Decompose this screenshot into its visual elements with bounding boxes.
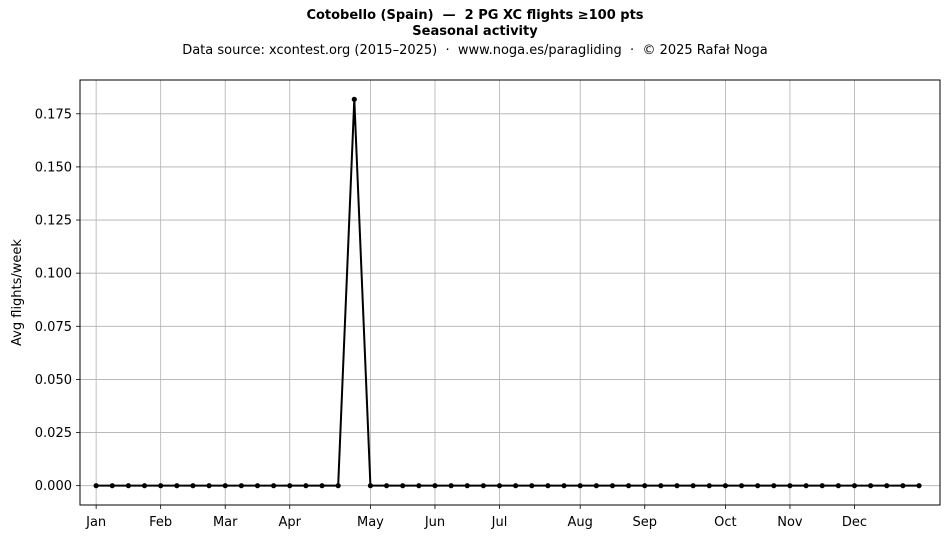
y-axis-label: Avg flights/week <box>10 239 25 346</box>
data-point <box>432 483 438 489</box>
data-point <box>496 483 503 489</box>
data-point <box>109 483 115 489</box>
series-line <box>96 98 920 487</box>
y-tick-label: 0.050 <box>35 373 72 388</box>
data-point <box>141 483 148 489</box>
y-tick-label: 0.125 <box>35 214 72 229</box>
data-point <box>674 483 680 489</box>
data-point <box>287 483 293 489</box>
data-point <box>722 483 729 489</box>
data-point <box>658 483 664 489</box>
data-point <box>125 483 132 489</box>
y-tick-label: 0.075 <box>35 320 72 335</box>
data-point <box>271 483 277 489</box>
data-point <box>851 483 858 489</box>
y-tick-label: 0.000 <box>35 479 72 494</box>
data-point <box>868 483 874 489</box>
y-tick-label: 0.150 <box>35 160 72 175</box>
data-point <box>222 483 228 489</box>
data-point <box>529 483 535 489</box>
data-point <box>400 483 406 489</box>
y-tick-label: 0.025 <box>35 426 72 441</box>
data-point <box>545 483 551 489</box>
data-point <box>238 483 244 489</box>
data-point <box>319 483 325 489</box>
x-tick-label: Mar <box>213 515 238 530</box>
plot-frame <box>79 79 941 506</box>
x-tick-label: Jan <box>85 515 106 530</box>
y-tick-label: 0.175 <box>35 107 72 122</box>
chart-title: Cotobello (Spain) — 2 PG XC flights ≥100… <box>306 8 644 23</box>
data-point <box>335 483 341 489</box>
x-tick-label: Jul <box>491 515 508 530</box>
data-point <box>884 483 890 489</box>
data-point <box>771 483 777 489</box>
data-point <box>448 483 454 489</box>
data-point <box>706 483 712 489</box>
y-tick-label: 0.100 <box>35 267 72 282</box>
data-point <box>690 483 696 489</box>
data-point <box>593 483 599 489</box>
data-point <box>174 483 180 489</box>
data-point <box>561 483 567 489</box>
data-point <box>625 483 632 489</box>
data-point <box>351 96 357 102</box>
data-point <box>93 483 99 489</box>
data-point <box>642 483 648 489</box>
data-point <box>755 483 761 489</box>
data-point <box>464 483 470 489</box>
data-point <box>367 483 374 489</box>
data-point <box>254 483 261 489</box>
x-tick-label: Apr <box>279 515 302 530</box>
title-block: Cotobello (Spain) — 2 PG XC flights ≥100… <box>0 8 950 60</box>
data-point <box>513 483 519 489</box>
x-tick-label: May <box>357 515 384 530</box>
x-tick-label: Jun <box>424 515 445 530</box>
x-tick-label: Feb <box>149 515 172 530</box>
data-point <box>803 483 809 489</box>
chart-subtitle: Seasonal activity <box>412 24 538 39</box>
data-point <box>383 483 390 489</box>
data-point <box>835 483 841 489</box>
data-point <box>303 483 309 489</box>
data-point <box>819 483 825 489</box>
data-point <box>787 483 793 489</box>
x-tick-label: Aug <box>567 515 592 530</box>
x-tick-label: Nov <box>777 515 803 530</box>
data-point <box>577 483 583 489</box>
data-point <box>206 483 212 489</box>
data-point <box>480 483 486 489</box>
data-source-note: Data source: xcontest.org (2015–2025) · … <box>182 43 768 58</box>
data-point <box>916 483 922 489</box>
x-tick-label: Oct <box>714 515 736 530</box>
x-tick-label: Dec <box>842 515 867 530</box>
data-point <box>190 483 196 489</box>
data-point <box>609 483 616 489</box>
data-point <box>900 483 906 489</box>
data-point <box>158 483 164 489</box>
data-point <box>738 483 745 489</box>
data-point <box>416 483 422 489</box>
x-tick-label: Sep <box>632 515 657 530</box>
